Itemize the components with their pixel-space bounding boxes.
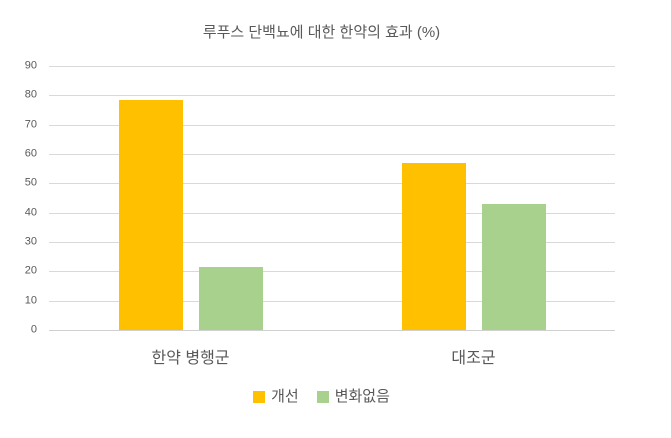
gridline: [49, 154, 615, 155]
bar-개선: [118, 99, 183, 330]
legend-swatch-icon: [316, 390, 329, 403]
y-tick-label: 90: [24, 59, 37, 72]
y-tick-label: 10: [24, 294, 37, 307]
legend-item: 변화없음: [316, 388, 390, 405]
y-tick-label: 70: [24, 118, 37, 131]
gridline: [49, 183, 615, 185]
plot-area: [49, 66, 615, 331]
gridline: [49, 300, 615, 302]
y-tick-label: 30: [24, 235, 37, 248]
legend-item: 개선: [253, 389, 299, 404]
legend-label: 변화없음: [334, 388, 390, 405]
category-label: 대조군: [451, 350, 496, 367]
gridline: [49, 212, 615, 214]
gridline: [49, 95, 615, 97]
y-tick-label: 0: [30, 323, 37, 336]
category-label: 한약 병행군: [151, 350, 230, 367]
x-axis: 한약 병행군 대조군: [49, 344, 615, 367]
chart-title: 루푸스 단백뇨에 대한 한약의 효과 (%): [202, 24, 441, 41]
y-tick-label: 60: [24, 147, 37, 160]
gridline: [49, 242, 615, 243]
gridline: [49, 66, 615, 67]
legend-swatch-icon: [253, 390, 266, 403]
legend: 개선 변화없음: [0, 389, 643, 404]
y-tick-label: 40: [24, 206, 37, 219]
bar-변화없음: [198, 266, 263, 330]
bar-개선: [401, 162, 466, 330]
y-tick-label: 80: [24, 88, 37, 101]
y-tick-label: 20: [24, 264, 37, 277]
legend-label: 개선: [271, 388, 299, 405]
y-tick-label: 50: [24, 176, 37, 189]
bar-변화없음: [481, 203, 546, 330]
gridline: [49, 271, 615, 273]
gridline: [49, 124, 615, 126]
y-axis: 0 10 20 30 40 50 60 70 80 90: [0, 60, 40, 335]
x-axis-line: [49, 330, 615, 331]
